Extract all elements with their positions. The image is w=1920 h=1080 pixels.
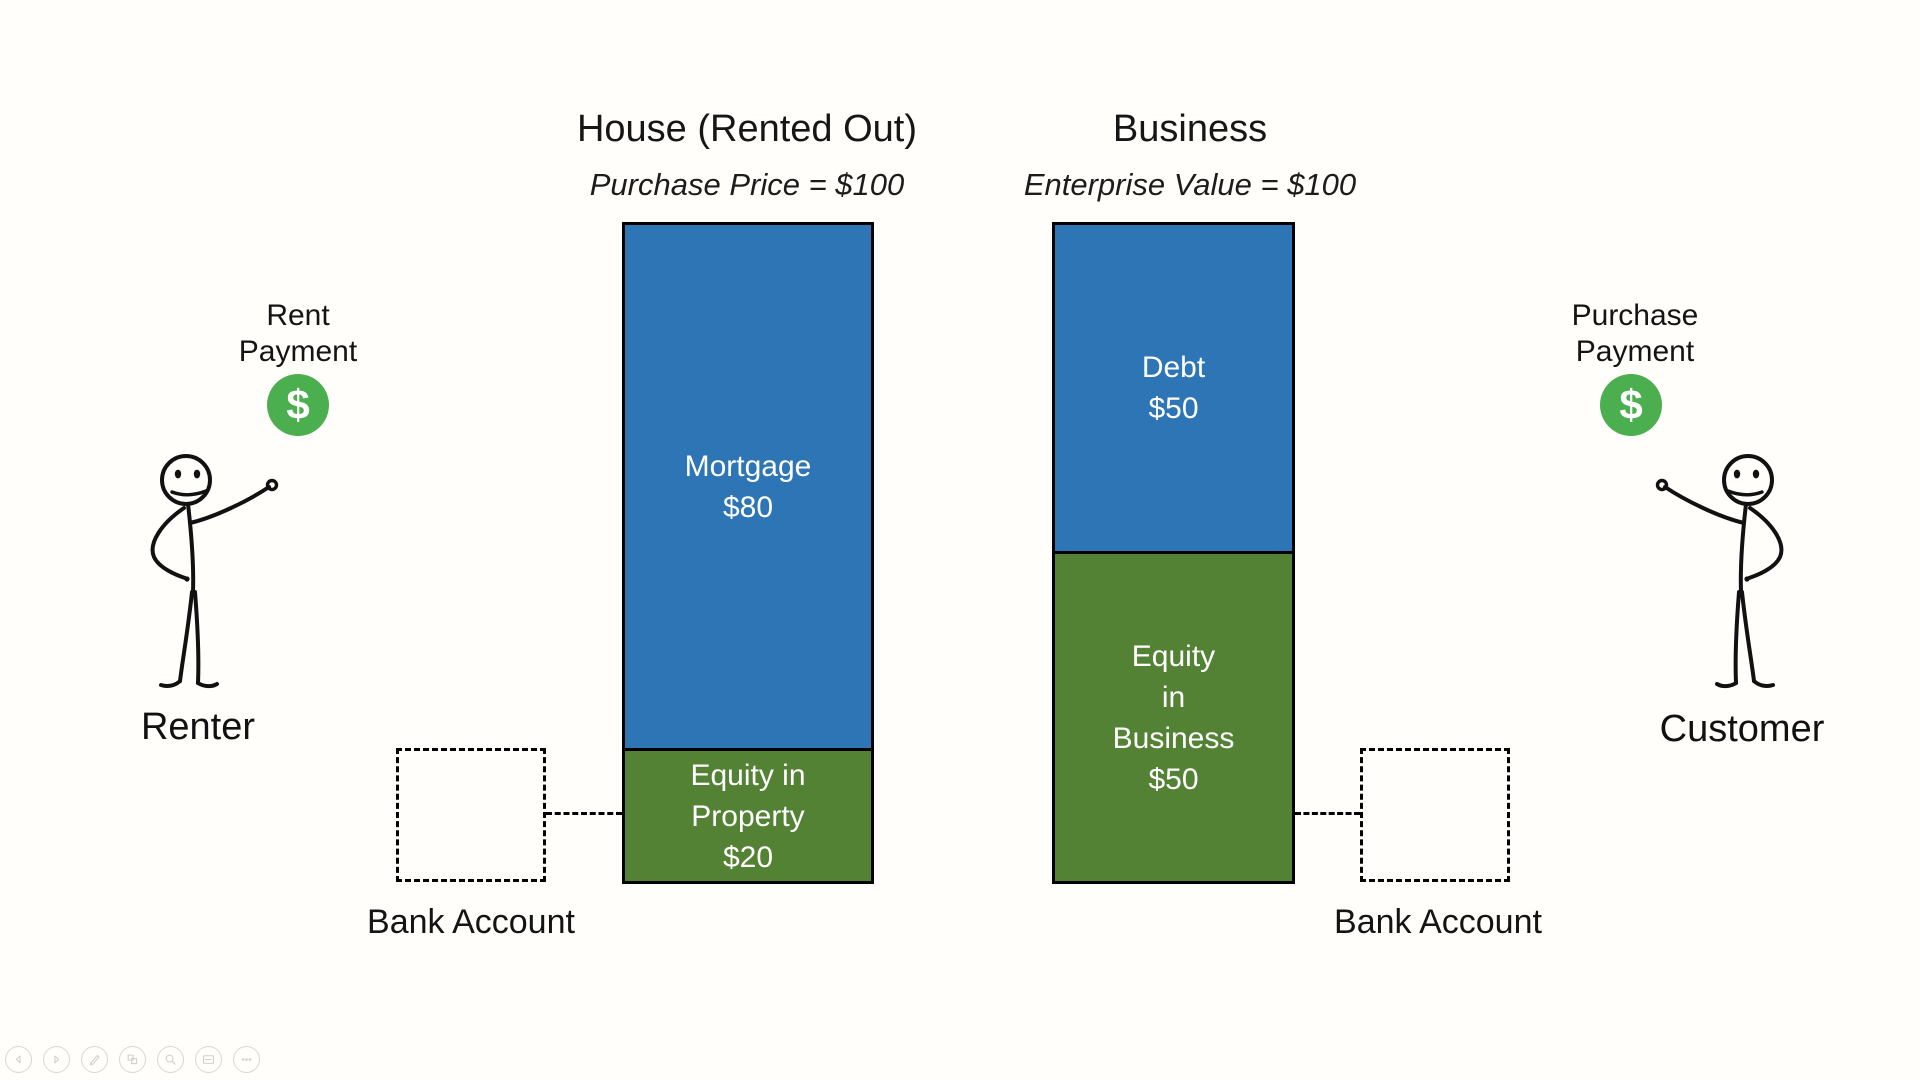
renter-label: Renter bbox=[140, 706, 256, 748]
purchase-payment-line2: Payment bbox=[1575, 335, 1695, 368]
see-all-slides-button[interactable] bbox=[119, 1046, 146, 1073]
show-presenter-view-button[interactable] bbox=[195, 1046, 222, 1073]
presenter-toolbar bbox=[5, 1046, 260, 1073]
rent-payment-label: Rent Payment bbox=[198, 298, 398, 370]
ellipsis-icon bbox=[241, 1058, 252, 1061]
business-title: Business bbox=[1112, 108, 1268, 150]
rent-payment-line2: Payment bbox=[238, 335, 358, 368]
equity-property-value: $20 bbox=[722, 840, 774, 874]
house-subtitle: Purchase Price = $100 bbox=[589, 167, 905, 202]
business-column-header: Business Enterprise Value = $100 bbox=[940, 106, 1440, 205]
house-bank-account-box bbox=[396, 748, 546, 882]
business-bank-connector-line bbox=[1295, 812, 1360, 815]
customer-label: Customer bbox=[1659, 708, 1825, 750]
equity-property-label-line1: Equity in bbox=[690, 758, 806, 792]
pen-icon bbox=[89, 1054, 100, 1066]
screen-icon bbox=[202, 1055, 215, 1064]
equity-in-business-segment: Equity in Business $50 bbox=[1055, 551, 1292, 881]
business-capital-structure-bar: Debt $50 Equity in Business $50 bbox=[1052, 222, 1295, 884]
business-subtitle: Enterprise Value = $100 bbox=[1023, 167, 1357, 202]
house-bank-account-label: Bank Account bbox=[367, 903, 575, 941]
dollar-icon: $ bbox=[1600, 374, 1662, 436]
previous-slide-button[interactable] bbox=[5, 1046, 32, 1073]
arrow-left-icon bbox=[15, 1055, 21, 1064]
equity-in-property-segment: Equity in Property $20 bbox=[625, 748, 871, 881]
house-title: House (Rented Out) bbox=[576, 108, 918, 150]
renter-stick-figure-icon bbox=[150, 454, 279, 689]
equity-business-label-line1: Equity bbox=[1131, 639, 1216, 673]
debt-segment: Debt $50 bbox=[1055, 225, 1292, 551]
zoom-button[interactable] bbox=[157, 1046, 184, 1073]
house-column-header: House (Rented Out) Purchase Price = $100 bbox=[497, 106, 997, 205]
equity-business-value: $50 bbox=[1148, 762, 1199, 796]
business-bank-account-box bbox=[1360, 748, 1510, 882]
house-bank-connector-line bbox=[546, 812, 622, 815]
debt-label: Debt bbox=[1141, 351, 1206, 384]
mortgage-segment: Mortgage $80 bbox=[625, 225, 871, 748]
purchase-payment-line1: Purchase bbox=[1571, 299, 1699, 332]
business-bank-account-label: Bank Account bbox=[1334, 903, 1542, 941]
magnifier-icon bbox=[165, 1054, 176, 1065]
more-options-button[interactable] bbox=[233, 1046, 260, 1073]
mortgage-label: Mortgage bbox=[684, 449, 812, 483]
arrow-right-icon bbox=[54, 1055, 60, 1064]
purchase-payment-label: Purchase Payment bbox=[1535, 298, 1735, 370]
equity-property-label-line2: Property bbox=[691, 799, 805, 833]
next-slide-button[interactable] bbox=[43, 1046, 70, 1073]
mortgage-value: $80 bbox=[722, 490, 774, 524]
equity-business-label-line3: Business bbox=[1112, 721, 1235, 755]
dollar-icon: $ bbox=[267, 374, 329, 436]
rent-payment-line1: Rent bbox=[266, 299, 330, 332]
equity-business-label-line2: in bbox=[1161, 680, 1186, 714]
customer-stick-figure-icon bbox=[1655, 454, 1784, 689]
dollar-symbol: $ bbox=[286, 381, 310, 428]
slides-grid-icon bbox=[127, 1054, 138, 1065]
debt-value: $50 bbox=[1148, 392, 1199, 425]
dollar-symbol: $ bbox=[1619, 381, 1643, 428]
pen-tool-button[interactable] bbox=[81, 1046, 108, 1073]
house-capital-structure-bar: Mortgage $80 Equity in Property $20 bbox=[622, 222, 874, 884]
